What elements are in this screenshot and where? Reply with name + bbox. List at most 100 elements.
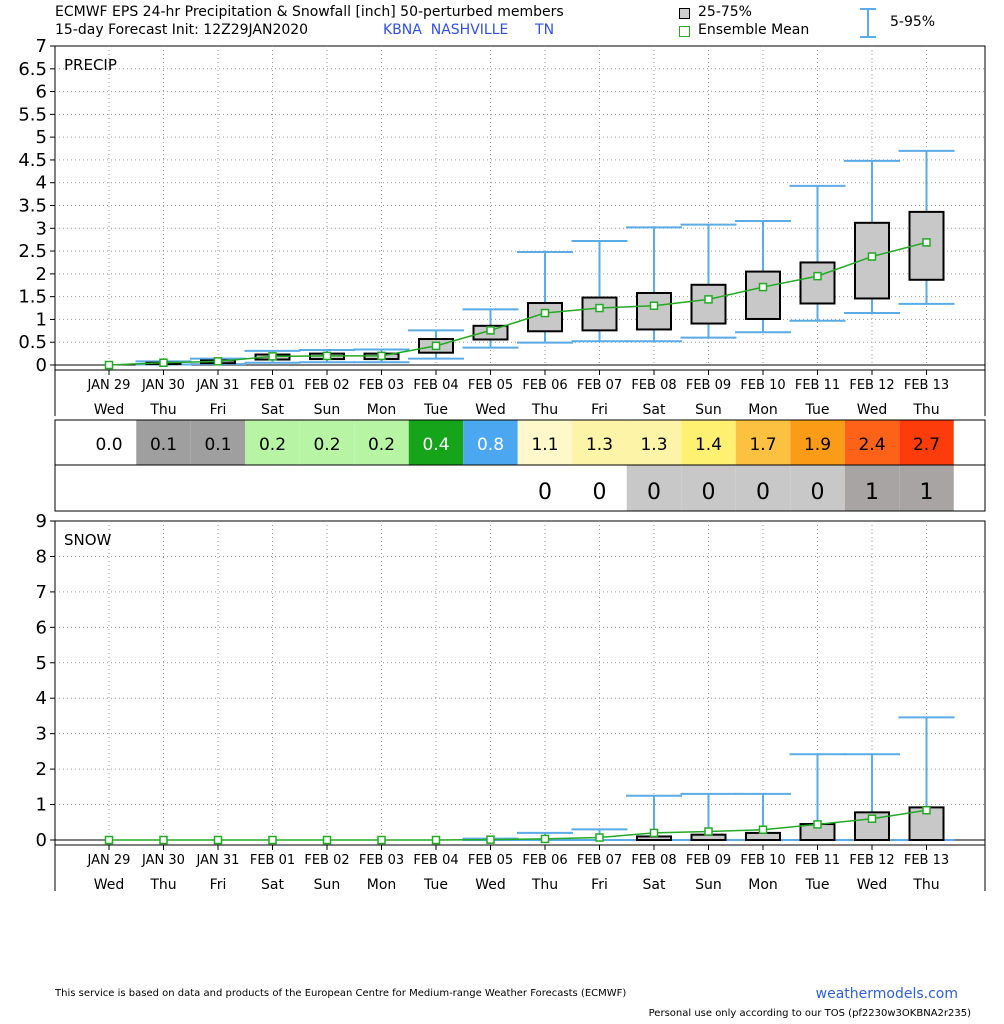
footer-disclaimer: This service is based on data and produc…	[55, 988, 627, 999]
snow-date-label: JAN 30	[141, 853, 185, 868]
snow-mean-point	[159, 835, 168, 845]
snow-weekday-label: Wed	[857, 877, 888, 893]
snow-total-cell	[681, 465, 736, 511]
precip-weekday-label: Fri	[591, 402, 608, 418]
precip-total-cell	[790, 420, 845, 465]
precip-date-label: FEB 08	[631, 378, 676, 393]
snow-weekday-label: Wed	[475, 877, 506, 893]
precip-date-label: FEB 06	[522, 378, 567, 393]
precip-weekday-label: Wed	[94, 402, 125, 418]
precip-mean-point	[322, 351, 332, 361]
precip-box	[636, 291, 672, 331]
snow-ytick-label: 9	[36, 511, 47, 532]
precip-total-value: 1.3	[640, 435, 667, 455]
precip-mean-point	[104, 360, 114, 370]
precip-ytick-label: 2	[36, 264, 47, 285]
precip-mean-point	[758, 282, 768, 292]
precip-total-cell	[517, 420, 573, 465]
snow-date-label: FEB 06	[522, 853, 567, 868]
precip-mean-line	[108, 241, 927, 366]
precip-ytick-label: 6	[36, 82, 47, 103]
snow-ytick-label: 0	[36, 830, 47, 851]
precip-total-value: 0.1	[204, 435, 231, 455]
snow-total-cell	[299, 465, 355, 511]
precip-total-value: 1.9	[804, 435, 831, 455]
footer-tos: Personal use only according to our TOS (…	[648, 1008, 971, 1019]
snow-date-label: FEB 04	[413, 853, 458, 868]
precip-total-value: 2.7	[913, 435, 940, 455]
precip-mean-point	[486, 326, 495, 335]
snow-total-cell	[626, 465, 682, 511]
snow-ytick-label: 7	[36, 582, 47, 603]
precip-weekday-label: Tue	[423, 402, 448, 418]
precip-date-label: FEB 10	[740, 378, 785, 393]
snow-mean-point	[922, 805, 931, 815]
snow-total-value: 1	[865, 480, 879, 505]
snow-date-label: FEB 02	[304, 853, 349, 868]
snow-weekday-label: Sun	[314, 877, 341, 893]
precip-date-label: FEB 04	[413, 378, 458, 393]
snow-weekday-label: Thu	[149, 877, 176, 893]
snow-total-cell	[245, 465, 300, 511]
snow-weekday-label: Sat	[261, 877, 284, 893]
snow-weekday-label: Thu	[912, 877, 939, 893]
snow-mean-point	[649, 828, 659, 838]
chart-header: ECMWF EPS 24-hr Precipitation & Snowfall…	[0, 0, 1004, 44]
precip-total-cell	[844, 420, 900, 465]
mean-legend-icon	[679, 26, 690, 37]
precip-mean-point	[704, 295, 713, 304]
precip-total-cell	[681, 420, 736, 465]
snow-ytick-label: 2	[36, 759, 47, 780]
precip-ytick-label: 1.5	[18, 287, 47, 308]
precip-weekday-label: Thu	[149, 402, 176, 418]
snow-ytick-label: 8	[36, 546, 47, 567]
precip-total-cell	[899, 420, 954, 465]
precip-date-label: FEB 12	[849, 378, 894, 393]
precip-mean-point	[813, 271, 822, 281]
precip-total-value: 1.4	[695, 435, 722, 455]
snow-total-value: 0	[538, 480, 552, 505]
snow-mean-line	[109, 809, 927, 841]
snow-date-label: FEB 12	[849, 853, 894, 868]
snow-weekday-label: Tue	[805, 877, 830, 893]
precip-date-label: FEB 09	[686, 378, 731, 393]
precip-date-label: FEB 07	[577, 378, 622, 393]
snow-date-label: FEB 07	[577, 853, 622, 868]
precip-total-cell	[354, 420, 409, 465]
snow-mean-point	[268, 835, 277, 845]
precip-total-cell	[299, 420, 355, 465]
snow-date-label: FEB 03	[359, 853, 404, 868]
precip-date-label: FEB 11	[795, 378, 840, 393]
snow-date-label: JAN 31	[196, 853, 240, 868]
snow-total-cell	[463, 465, 518, 511]
precip-date-label: FEB 13	[904, 378, 949, 393]
precip-date-label: JAN 31	[196, 378, 240, 393]
whisker-legend-icon	[860, 8, 876, 38]
snow-total-cell	[354, 465, 409, 511]
precip-total-value: 2.4	[858, 435, 885, 455]
precip-total-cell	[408, 420, 464, 465]
precip-ytick-label: 3.5	[18, 196, 47, 217]
snow-total-value: 0	[811, 480, 825, 505]
chart-title: ECMWF EPS 24-hr Precipitation & Snowfall…	[55, 4, 564, 20]
snow-date-label: FEB 09	[686, 853, 731, 868]
mean-legend-label: Ensemble Mean	[698, 22, 810, 38]
snow-total-cell	[790, 465, 845, 511]
precip-box	[690, 283, 727, 325]
snow-weekday-label: Mon	[367, 877, 397, 893]
snow-box	[745, 831, 781, 842]
snow-mean-point	[486, 835, 495, 844]
snow-total-cell	[572, 465, 627, 511]
snow-frame	[54, 520, 986, 841]
footer-site-link[interactable]: weathermodels.com	[815, 986, 958, 1002]
precip-mean-point	[431, 341, 441, 351]
box-legend-label: 25-75%	[698, 4, 752, 20]
precip-mean-point	[159, 358, 168, 367]
precip-total-value: 0.8	[477, 435, 504, 455]
precip-title: PRECIP	[64, 56, 117, 74]
precip-total-value: 0.1	[150, 435, 177, 455]
snow-total-cell	[408, 465, 464, 511]
precip-box	[799, 261, 836, 305]
precip-mean-point	[595, 303, 604, 313]
precip-total-value: 0.2	[368, 435, 395, 455]
